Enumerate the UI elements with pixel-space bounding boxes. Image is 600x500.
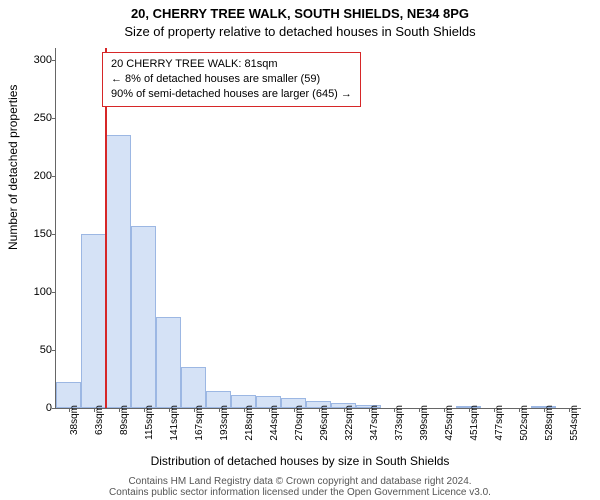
x-axis-label: Distribution of detached houses by size … bbox=[0, 454, 600, 468]
y-tick-label: 100 bbox=[20, 286, 52, 298]
y-tick-mark bbox=[52, 234, 56, 235]
y-axis-label: Number of detached properties bbox=[6, 85, 20, 250]
histogram-bar bbox=[106, 135, 131, 408]
x-tick-label: 502sqm bbox=[519, 405, 530, 441]
annotation-line-3: 90% of semi-detached houses are larger (… bbox=[111, 87, 352, 102]
x-tick-label: 89sqm bbox=[119, 405, 130, 435]
y-tick-mark bbox=[52, 350, 56, 351]
x-tick-label: 451sqm bbox=[469, 405, 480, 441]
chart-title-address: 20, CHERRY TREE WALK, SOUTH SHIELDS, NE3… bbox=[0, 6, 600, 21]
footer-line-2: Contains public sector information licen… bbox=[0, 487, 600, 498]
x-tick-label: 167sqm bbox=[194, 405, 205, 441]
y-tick-label: 300 bbox=[20, 54, 52, 66]
y-tick-label: 50 bbox=[20, 344, 52, 356]
footer-line-1: Contains HM Land Registry data © Crown c… bbox=[0, 476, 600, 487]
x-tick-label: 322sqm bbox=[344, 405, 355, 441]
y-tick-mark bbox=[52, 118, 56, 119]
x-tick-label: 347sqm bbox=[369, 405, 380, 441]
x-tick-label: 528sqm bbox=[544, 405, 555, 441]
x-tick-label: 244sqm bbox=[269, 405, 280, 441]
x-tick-label: 399sqm bbox=[419, 405, 430, 441]
y-tick-label: 0 bbox=[20, 402, 52, 414]
x-tick-label: 296sqm bbox=[319, 405, 330, 441]
annotation-line-1: 20 CHERRY TREE WALK: 81sqm bbox=[111, 57, 352, 72]
histogram-bar bbox=[181, 367, 206, 408]
x-tick-label: 141sqm bbox=[169, 405, 180, 441]
y-tick-mark bbox=[52, 176, 56, 177]
x-tick-label: 218sqm bbox=[244, 405, 255, 441]
reference-annotation: 20 CHERRY TREE WALK: 81sqm ← 8% of detac… bbox=[102, 52, 361, 107]
histogram-bar bbox=[131, 226, 156, 408]
x-tick-label: 115sqm bbox=[144, 405, 155, 440]
x-tick-label: 554sqm bbox=[569, 405, 580, 441]
x-tick-label: 477sqm bbox=[494, 405, 505, 441]
chart-title-subtitle: Size of property relative to detached ho… bbox=[0, 24, 600, 39]
histogram-bar bbox=[156, 317, 181, 408]
y-tick-mark bbox=[52, 292, 56, 293]
y-tick-label: 150 bbox=[20, 228, 52, 240]
footer-attribution: Contains HM Land Registry data © Crown c… bbox=[0, 476, 600, 498]
x-tick-label: 38sqm bbox=[69, 405, 80, 435]
annotation-line-2: ← 8% of detached houses are smaller (59) bbox=[111, 72, 352, 87]
x-tick-label: 425sqm bbox=[444, 405, 455, 441]
y-tick-mark bbox=[52, 60, 56, 61]
x-tick-label: 270sqm bbox=[294, 405, 305, 441]
plot-area: 05010015020025030038sqm63sqm89sqm115sqm1… bbox=[55, 48, 581, 409]
x-tick-label: 193sqm bbox=[219, 405, 230, 441]
y-tick-mark bbox=[52, 408, 56, 409]
x-tick-label: 63sqm bbox=[94, 405, 105, 435]
histogram-bar bbox=[81, 234, 106, 408]
x-tick-label: 373sqm bbox=[394, 405, 405, 441]
y-tick-label: 250 bbox=[20, 112, 52, 124]
y-tick-label: 200 bbox=[20, 170, 52, 182]
